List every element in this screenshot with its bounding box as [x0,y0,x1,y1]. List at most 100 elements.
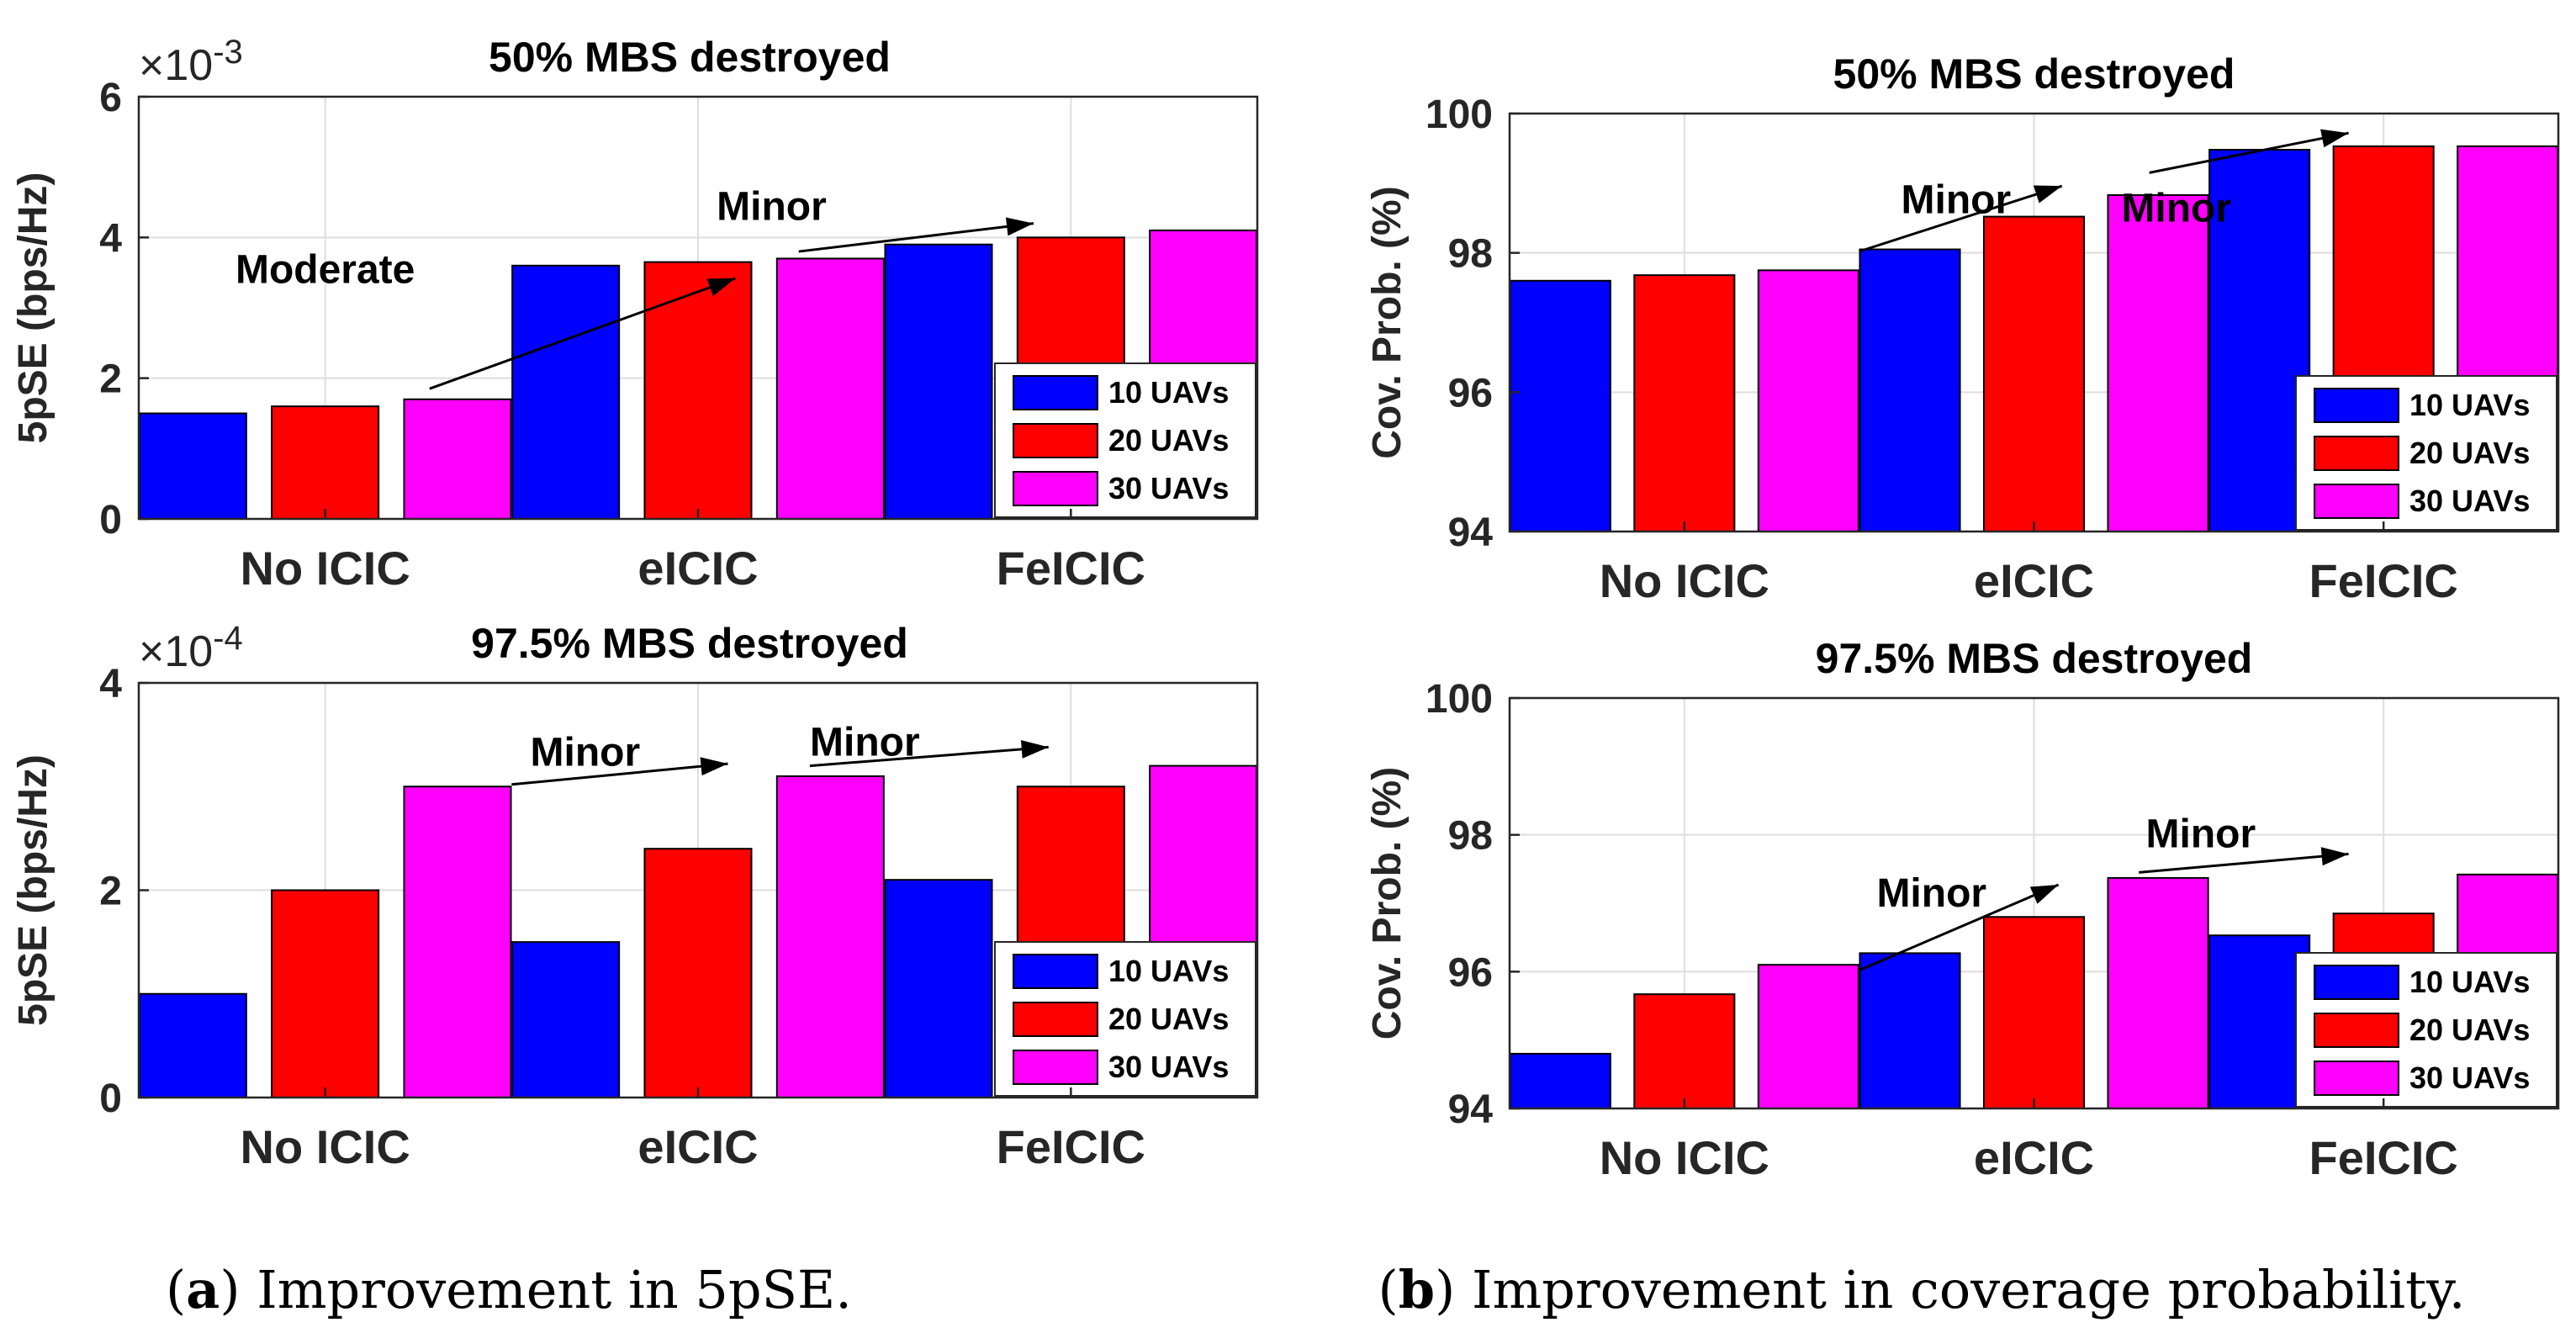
y-tick-label: 98 [1448,232,1493,277]
x-tick-label: No ICIC [1600,554,1769,607]
annotation-label: Moderate [235,248,415,293]
caption-b-letter: b [1399,1259,1435,1320]
x-tick-label: FeICIC [2309,554,2457,607]
y-axis-label: Cov. Prob. (%) [1365,186,1410,458]
chart-title: 97.5% MBS destroyed [1816,635,2253,682]
bar-20-uavs-eicic [643,261,753,520]
annotation-arrow-head [706,278,736,297]
x-tick-label: No ICIC [241,1120,410,1173]
y-tick-label: 2 [99,870,122,914]
bar-10-uavs-feicic [884,879,993,1099]
bar-10-uavs-no-icic [1509,279,1611,532]
annotation-arrow-line [1859,184,2063,253]
bar-20-uavs-no-icic [1633,993,1736,1109]
legend-label: 30 UAVs [1108,1050,1229,1084]
annotation-arrow-line [511,762,728,786]
bar-20-uavs-eicic [1982,215,2086,532]
legend-swatch [1013,471,1098,506]
x-tick-label: eICIC [1974,554,2094,607]
annotation-label: Minor [2146,812,2256,856]
chart-a-top: Moderate Minor 10 UAVs 20 UAVs 30 UAVs 0 2 4 6 No… [11,34,1259,595]
annotation-arrow-head [2029,885,2059,904]
x-tick-label: FeICIC [997,542,1145,595]
y-tick-label: 2 [99,357,122,402]
bar-10-uavs-eicic [511,264,621,520]
caption-a-text: Improvement in 5pSE. [241,1259,852,1320]
annotation-label: Minor [531,731,641,775]
annotation-arrow-line [429,277,736,390]
y-tick-label: 96 [1448,371,1493,415]
bar-20-uavs-no-icic [271,889,380,1098]
y-tick-label: 100 [1426,93,1493,137]
y-tick-label: 0 [99,1076,122,1121]
bar-20-uavs-no-icic [1633,274,1736,532]
bar-20-uavs-eicic [643,848,753,1098]
bar-10-uavs-no-icic [138,992,247,1098]
annotation-arrow-head [2320,129,2349,148]
bar-10-uavs-feicic [2208,934,2311,1110]
legend-swatch [2314,436,2399,471]
legend-swatch [2314,965,2399,1000]
chart-title: 50% MBS destroyed [1833,50,2235,98]
legend-label: 20 UAVs [1108,423,1229,458]
x-tick-label: No ICIC [241,542,410,595]
annotation-label: Minor [717,184,827,229]
y-tick-label: 98 [1448,814,1493,859]
chart-title: 50% MBS destroyed [489,34,891,81]
legend-label: 20 UAVs [2409,1013,2530,1047]
bar-30-uavs-no-icic [403,398,512,520]
chart-b-top: Minor Minor 10 UAVs 20 UAVs 30 UAVs 94 96 98 100… [1365,50,2560,607]
exponent-label: ×10-4 [139,620,243,676]
x-tick-label: eICIC [637,542,758,595]
annotation-arrow-head [2033,185,2062,204]
bar-10-uavs-no-icic [1509,1052,1611,1110]
y-tick-label: 4 [99,662,122,706]
legend-swatch [2314,484,2399,519]
annotation-arrow-line [2139,852,2349,874]
y-axis-label: Cov. Prob. (%) [1365,767,1410,1039]
legend-label: 10 UAVs [2409,388,2530,422]
legend-label: 30 UAVs [2409,1061,2530,1095]
x-tick-label: No ICIC [1600,1131,1769,1184]
legend-label: 20 UAVs [1108,1002,1229,1036]
bar-30-uavs-eicic [775,775,885,1098]
caption-b: (b) Improvement in coverage probability. [1378,1259,2466,1320]
x-tick-label: eICIC [1974,1131,2094,1184]
chart-title: 97.5% MBS destroyed [471,620,908,667]
bar-30-uavs-no-icic [403,786,512,1098]
y-tick-label: 100 [1426,677,1493,722]
bar-10-uavs-eicic [1859,248,1961,532]
caption-a: (a) Improvement in 5pSE. [166,1259,852,1320]
legend-label: 30 UAVs [1108,471,1229,505]
bar-30-uavs-no-icic [1757,964,1859,1109]
x-tick-label: FeICIC [2309,1131,2457,1184]
legend: 10 UAVs 20 UAVs 30 UAVs [2295,952,2557,1108]
bar-10-uavs-eicic [1859,952,1961,1109]
exponent-label: ×10-3 [139,34,243,90]
y-axis-label: 5pSE (bps/Hz) [11,754,56,1026]
y-tick-label: 94 [1448,510,1494,555]
annotation-label: Minor [2121,186,2231,230]
legend-swatch [2314,388,2399,423]
annotation-arrow-head [1005,217,1034,236]
annotation-arrow-head [700,757,728,776]
y-axis-label: 5pSE (bps/Hz) [11,172,56,444]
annotation-label: Minor [1902,177,2012,222]
bar-30-uavs-no-icic [1757,269,1859,532]
annotation-arrow-line [2149,131,2349,174]
annotation-arrow-head [2320,847,2349,866]
x-tick-label: eICIC [637,1120,758,1173]
bar-30-uavs-eicic [775,257,885,520]
y-tick-label: 4 [99,216,122,261]
annotation-label: Minor [810,720,920,764]
charts-layer: Moderate Minor 10 UAVs 20 UAVs 30 UAVs 0 2 4 6 No… [11,34,2560,1184]
bar-30-uavs-eicic [2107,876,2209,1109]
legend-label: 10 UAVs [1108,954,1229,988]
legend: 10 UAVs 20 UAVs 30 UAVs [994,941,1256,1097]
caption-b-text: Improvement in coverage probability. [1455,1259,2465,1320]
legend-swatch [1013,954,1098,989]
y-tick-label: 6 [99,76,122,120]
legend-swatch [2314,1013,2399,1048]
y-tick-label: 96 [1448,950,1493,995]
